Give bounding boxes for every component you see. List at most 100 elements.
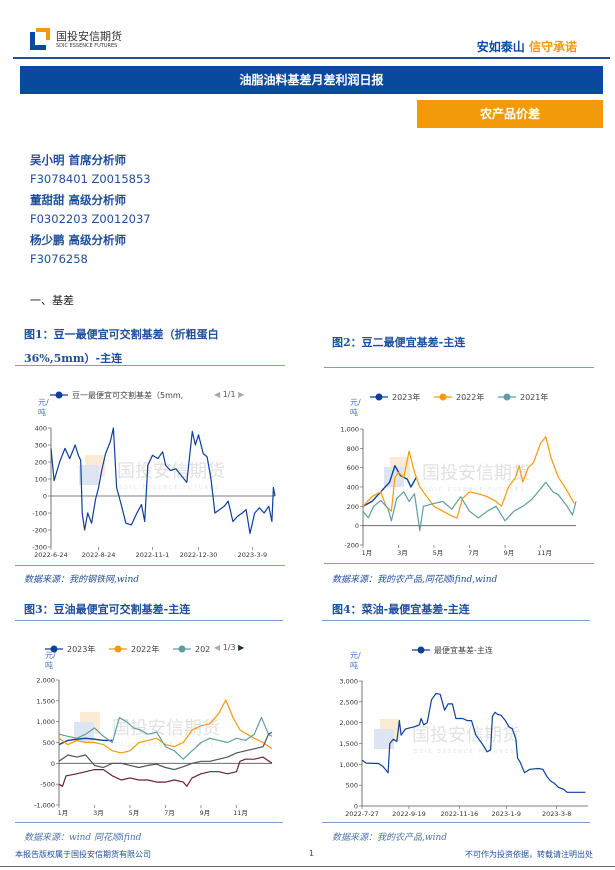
y-tick-label: 2,000 bbox=[36, 677, 55, 685]
logo-mark-icon bbox=[30, 28, 50, 50]
figure-2-rule bbox=[324, 367, 594, 368]
x-tick-label: 2022-12-30 bbox=[180, 551, 218, 559]
figure-3-legend-pager[interactable]: ◀ 1/3 ▶ bbox=[214, 643, 244, 652]
y-tick-label: 100 bbox=[35, 476, 47, 484]
legend-label: 2021年 bbox=[520, 392, 548, 402]
watermark-text: 国投安信期货 bbox=[422, 463, 530, 484]
y-tick-label: 1,000 bbox=[339, 761, 358, 769]
series-line bbox=[58, 731, 273, 771]
figure-3-bottom-rule bbox=[15, 822, 283, 823]
legend-marker bbox=[503, 393, 511, 401]
slogan-b: 信守承诺 bbox=[528, 40, 577, 54]
y-tick-label: -300 bbox=[32, 544, 47, 552]
figure-2-bottom-rule bbox=[324, 563, 594, 564]
series-line-最便宜基差-主连 bbox=[361, 692, 586, 793]
legend-item[interactable]: 最便宜基差-主连 bbox=[412, 645, 493, 655]
y-tick-label: 0 bbox=[355, 522, 359, 530]
legend-label: 2022年 bbox=[456, 392, 484, 402]
logo-text: 国投安信期货 bbox=[56, 30, 122, 43]
analyst-name: 杨少鹏 高级分析师 bbox=[30, 233, 127, 247]
slogan: 安如泰山 信守承诺 bbox=[477, 38, 577, 55]
x-tick-label: 3月 bbox=[397, 549, 408, 557]
series-line-2021年 bbox=[362, 481, 577, 532]
x-tick-label: 2023-1-9 bbox=[492, 810, 522, 818]
footer-rule bbox=[0, 866, 615, 867]
y-tick-label: 500 bbox=[43, 739, 55, 747]
y-tick-label: 1,500 bbox=[339, 740, 358, 748]
y-tick-label: 1,500 bbox=[36, 697, 55, 705]
watermark: 国投安信期货 SDIC ESSENCE FUTURES bbox=[384, 457, 530, 493]
watermark-subtext: SDIC ESSENCE FUTURES bbox=[114, 742, 215, 748]
series-line-2023年 bbox=[362, 465, 417, 507]
prev-page-icon[interactable]: ◀ bbox=[214, 643, 221, 652]
analyst-codes: F0302203 Z0012037 bbox=[30, 212, 151, 226]
watermark: 国投安信期货 SDIC ESSENCE FUTURES bbox=[79, 455, 225, 491]
x-tick-label: 2022-6-24 bbox=[34, 551, 68, 559]
x-tick-label: 11月 bbox=[233, 809, 248, 817]
legend-marker bbox=[439, 393, 447, 401]
figure-4-source: 数据来源：我的农产品,wind bbox=[332, 833, 448, 843]
y-tick-label: 400 bbox=[347, 484, 359, 492]
series-line-202 bbox=[58, 716, 273, 760]
chart-1: 国投安信期货 SDIC ESSENCE FUTURES -300 -200 -100 0 1… bbox=[32, 390, 276, 559]
legend-marker bbox=[55, 391, 63, 399]
legend-label: 2023年 bbox=[392, 392, 420, 402]
slogan-a: 安如泰山 bbox=[476, 40, 525, 54]
legend-label: 最便宜基差-主连 bbox=[434, 645, 493, 655]
chart-4: 国投安信期货 SDIC ESSENCE FUTURES 0 500 1,000 1,500… bbox=[339, 645, 588, 818]
x-tick-label: 7月 bbox=[468, 549, 479, 557]
y-tick-label: -100 bbox=[32, 510, 47, 518]
analyst-name: 董甜甜 高级分析师 bbox=[30, 193, 127, 207]
watermark: 国投安信期货 SDIC ESSENCE FUTURES bbox=[374, 719, 520, 755]
legend-marker bbox=[375, 393, 383, 401]
x-tick-label: 9月 bbox=[200, 809, 211, 817]
next-page-icon[interactable]: ▶ bbox=[238, 390, 245, 399]
series-line-2023年 bbox=[58, 737, 113, 746]
prev-page-icon[interactable]: ◀ bbox=[214, 390, 221, 399]
legend-item[interactable]: 2021年 bbox=[498, 392, 548, 402]
analyst-codes: F3078401 Z0015853 bbox=[30, 172, 151, 186]
x-tick-label: 9月 bbox=[504, 549, 515, 557]
legend-item[interactable]: 2022年 bbox=[434, 392, 484, 402]
x-tick-label: 2022-9-19 bbox=[392, 810, 426, 818]
chart-2: 国投安信期货 SDIC ESSENCE FUTURES -200 0 200 400 600… bbox=[340, 392, 577, 557]
category-tag: 农产品价差 bbox=[417, 100, 603, 128]
y-tick-label: 2,500 bbox=[339, 698, 358, 706]
x-tick-label: 2022-11-1 bbox=[136, 551, 170, 559]
y-tick-label: -200 bbox=[344, 542, 359, 550]
legend-item[interactable]: 豆一最便宜可交割基差（5mm, bbox=[50, 390, 183, 400]
x-tick-label: 11月 bbox=[537, 549, 552, 557]
figure-4-title: 图4：菜油-最便宜基差-主连 bbox=[332, 603, 470, 616]
legend-item[interactable]: 2022年 bbox=[109, 644, 159, 654]
figure-1-bottom-rule bbox=[15, 565, 285, 566]
header-divider bbox=[13, 57, 610, 59]
x-tick-label: 5月 bbox=[433, 549, 444, 557]
figure-4-rule bbox=[322, 620, 590, 621]
figure-4-unit: 元/吨 bbox=[350, 651, 361, 670]
watermark-text: 国投安信期货 bbox=[117, 461, 225, 482]
y-tick-label: 1,000 bbox=[36, 718, 55, 726]
y-tick-label: 800 bbox=[347, 445, 359, 453]
figure-1-legend-pager[interactable]: ◀ 1/1 ▶ bbox=[214, 390, 244, 399]
y-tick-label: 0 bbox=[43, 493, 47, 501]
chart-3: 国投安信期货 SDIC ESSENCE FUTURES -1,000 -500 0 500… bbox=[34, 644, 273, 817]
legend-marker bbox=[417, 646, 425, 654]
legend-item[interactable]: 202 bbox=[173, 645, 210, 654]
watermark-subtext: SDIC ESSENCE FUTURES bbox=[119, 485, 220, 491]
legend-item[interactable]: 2023年 bbox=[45, 644, 95, 654]
series-line bbox=[58, 756, 273, 787]
figure-1-source: 数据来源：我的钢铁网,wind bbox=[24, 575, 140, 585]
analyst-name: 吴小明 首席分析师 bbox=[30, 153, 127, 167]
y-tick-label: 1,000 bbox=[340, 426, 359, 434]
y-tick-label: 500 bbox=[346, 782, 358, 790]
legend-item[interactable]: 2023年 bbox=[370, 392, 420, 402]
y-tick-label: 600 bbox=[347, 464, 359, 472]
series-line-豆一最便宜可交割基差（5mm, bbox=[50, 427, 276, 534]
y-tick-label: 200 bbox=[35, 459, 47, 467]
next-page-icon[interactable]: ▶ bbox=[238, 643, 245, 652]
x-tick-label: 5月 bbox=[129, 809, 140, 817]
y-tick-label: 0 bbox=[354, 803, 358, 811]
figure-1-rule bbox=[15, 365, 285, 366]
x-tick-label: 2023-3-8 bbox=[542, 810, 572, 818]
